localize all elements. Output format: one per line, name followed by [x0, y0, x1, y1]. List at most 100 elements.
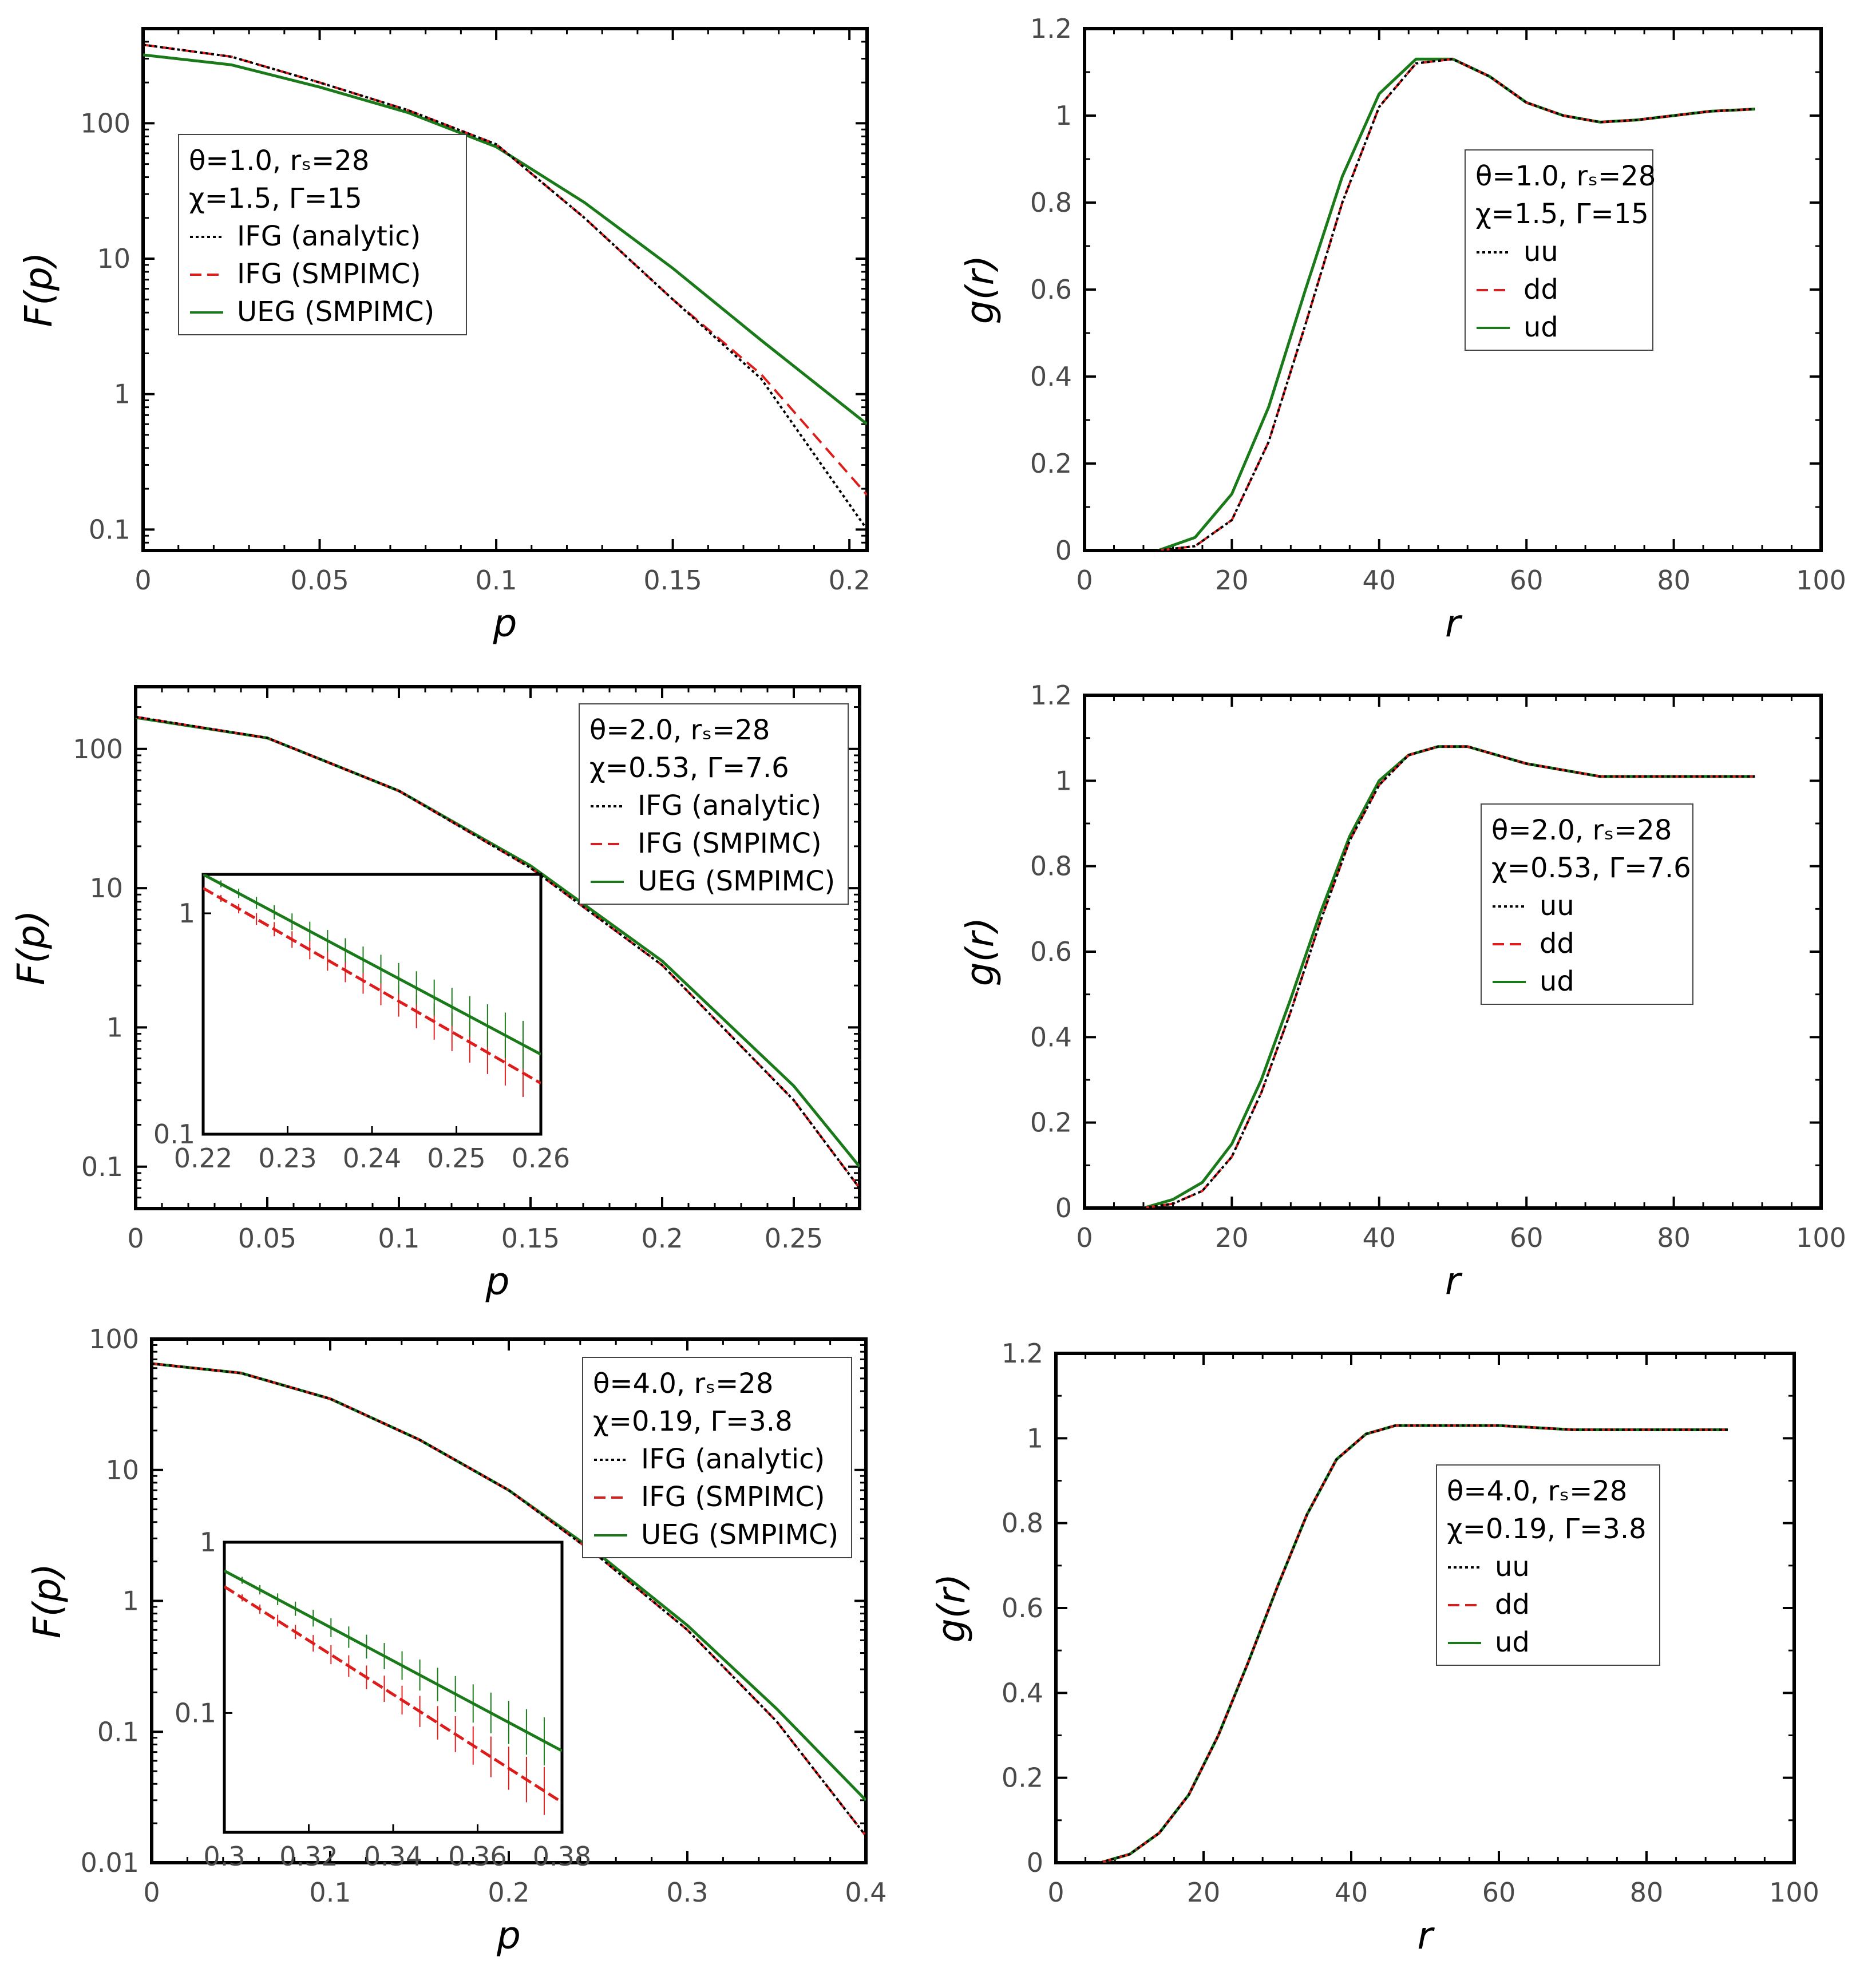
legend-entry: UEG (SMPIMC): [638, 865, 835, 897]
legend-entry: uu: [1523, 236, 1558, 268]
x-tick-label: 60: [1510, 565, 1544, 596]
x-tick-label: 0: [1047, 1877, 1064, 1908]
y-tick-label: 1: [1055, 100, 1072, 131]
legend-entry: IFG (analytic): [237, 220, 421, 252]
y-tick-label: 10: [89, 873, 123, 904]
x-tick-label: 60: [1510, 1222, 1544, 1253]
x-tick-label: 0: [143, 1877, 160, 1908]
x-tick-label: 0.2: [829, 565, 870, 596]
series-line-ifg-analytic: [152, 1362, 866, 1837]
inset-x-tick-label: 0.23: [258, 1143, 316, 1174]
y-tick-label: 1.2: [1002, 1338, 1043, 1369]
inset-frame: [201, 873, 543, 1136]
y-tick-label: 0.4: [1002, 1677, 1043, 1708]
x-tick-label: 80: [1630, 1877, 1664, 1908]
panel-f2: 0 0.05 0.1 0.15 0.2 0.25 0.1 1 10 100 p F(p) θ=2.0, …: [9, 685, 861, 1304]
x-tick-label: 0.05: [238, 1223, 296, 1254]
inset-plot: 0.22 0.23 0.24 0.25 0.26 0.1 1: [153, 873, 570, 1174]
legend-entry: uu: [1540, 890, 1574, 922]
y-tick-label: 1: [106, 1012, 123, 1043]
y-tick-label: 0.6: [1030, 274, 1072, 305]
series-line-ud: [1143, 745, 1755, 1208]
legend-entry: ud: [1540, 965, 1574, 997]
y-axis-title: g(r): [958, 255, 1002, 324]
y-tick-label: 0.1: [81, 1151, 123, 1182]
legend-param: χ=0.19, Γ=3.8: [1447, 1513, 1647, 1545]
x-tick-label: 0.4: [845, 1877, 887, 1908]
series-line-ifg-analytic: [143, 43, 867, 530]
x-tick-label: 0: [127, 1223, 144, 1254]
legend-param: θ=4.0, rₛ=28: [593, 1368, 773, 1400]
panel-g1: 0 20 40 60 80 100 0 0.2 0.4 0.6 0.8 1 1.2 r g(r) θ=1.0,…: [958, 13, 1846, 645]
inset-x-tick-label: 0.25: [427, 1143, 485, 1174]
legend-param: χ=1.5, Γ=15: [1475, 198, 1649, 230]
y-tick-label: 0.1: [89, 514, 130, 545]
x-tick-label: 40: [1363, 1222, 1396, 1253]
x-tick-label: 0.25: [765, 1223, 823, 1254]
inset-series-ueg: [224, 1569, 562, 1752]
series-line-dd: [1099, 1424, 1728, 1863]
plot-frame: [134, 685, 861, 1210]
x-tick-label: 0.1: [378, 1223, 420, 1254]
x-axis-title: p: [493, 601, 517, 645]
y-tick-label: 1: [122, 1586, 139, 1617]
inset-x-tick-label: 0.34: [364, 1841, 422, 1872]
legend-param: θ=1.0, rₛ=28: [1475, 160, 1656, 192]
legend-param: χ=0.19, Γ=3.8: [593, 1405, 793, 1437]
y-tick-label: 0.2: [1002, 1763, 1043, 1793]
inset-x-tick-label: 0.38: [533, 1841, 591, 1872]
legend-param: χ=0.53, Γ=7.6: [1491, 852, 1691, 884]
y-tick-label: 0.4: [1030, 1021, 1072, 1052]
legend-box: [178, 134, 467, 335]
legend-param: θ=4.0, rₛ=28: [1447, 1475, 1627, 1507]
x-tick-label: 0.3: [666, 1877, 708, 1908]
legend-box: [579, 703, 849, 905]
x-tick-label: 40: [1363, 565, 1396, 596]
inset-series-ifg: [203, 886, 541, 1085]
legend-entry: ud: [1523, 311, 1558, 343]
y-tick-label: 0.8: [1002, 1508, 1043, 1539]
y-axis-title: g(r): [929, 1574, 973, 1643]
legend-entry: dd: [1523, 274, 1558, 306]
x-tick-label: 0.15: [643, 565, 702, 596]
x-tick-label: 40: [1335, 1877, 1368, 1908]
inset-x-tick-label: 0.3: [203, 1841, 245, 1872]
legend-param: χ=1.5, Γ=15: [189, 183, 362, 215]
legend-box: [1436, 1464, 1660, 1666]
y-tick-label: 0.8: [1030, 187, 1072, 218]
legend-entry: IFG (SMPIMC): [638, 827, 822, 860]
panel-f1: 0 0.05 0.1 0.15 0.2 0.1 1 10 100 p F(p) θ=1.0, rₛ=2…: [17, 27, 870, 645]
y-tick-label: 1.2: [1030, 13, 1072, 44]
inset-x-tick-label: 0.36: [448, 1841, 506, 1872]
series-line-dd: [1158, 58, 1755, 551]
x-axis-title: p: [496, 1914, 521, 1958]
legend-entry: dd: [1495, 1589, 1530, 1621]
y-tick-label: 10: [97, 243, 130, 274]
x-tick-label: 0.1: [475, 565, 517, 596]
inset-x-tick-label: 0.22: [174, 1143, 232, 1174]
y-tick-label: 100: [80, 108, 130, 138]
legend-entry: dd: [1540, 928, 1574, 960]
y-tick-label: 0.2: [1030, 448, 1072, 479]
y-axis-title: F(p): [25, 1563, 69, 1638]
legend-entry: IFG (SMPIMC): [237, 258, 421, 290]
y-tick-label: 0.4: [1030, 361, 1072, 392]
x-tick-label: 0: [1076, 565, 1093, 596]
y-tick-label: 1: [1027, 1423, 1043, 1454]
inset-x-tick-label: 0.32: [279, 1841, 338, 1872]
series-line-uu: [1158, 58, 1755, 551]
x-tick-label: 20: [1215, 1222, 1249, 1253]
panel-g2: 0 20 40 60 80 100 0 0.2 0.4 0.6 0.8 1 1.2 r g(r) θ=2.0,…: [958, 680, 1846, 1303]
x-tick-label: 80: [1657, 1222, 1691, 1253]
x-axis-title: r: [1445, 601, 1463, 645]
x-axis-title: r: [1417, 1914, 1435, 1958]
x-tick-label: 0.2: [641, 1223, 683, 1254]
inset-y-tick-label: 1: [200, 1527, 216, 1558]
y-axis-title: g(r): [958, 917, 1002, 987]
legend-entry: IFG (SMPIMC): [641, 1481, 825, 1513]
panel-f3: 0 0.1 0.2 0.3 0.4 0.01 0.1 1 10 100 p F(p) θ=4.0, rₛ…: [25, 1324, 887, 1958]
x-tick-label: 20: [1187, 1877, 1221, 1908]
inset-frame: [223, 1540, 564, 1834]
series-line-ifg-analytic: [136, 715, 860, 1189]
inset-series-ueg: [203, 874, 541, 1056]
